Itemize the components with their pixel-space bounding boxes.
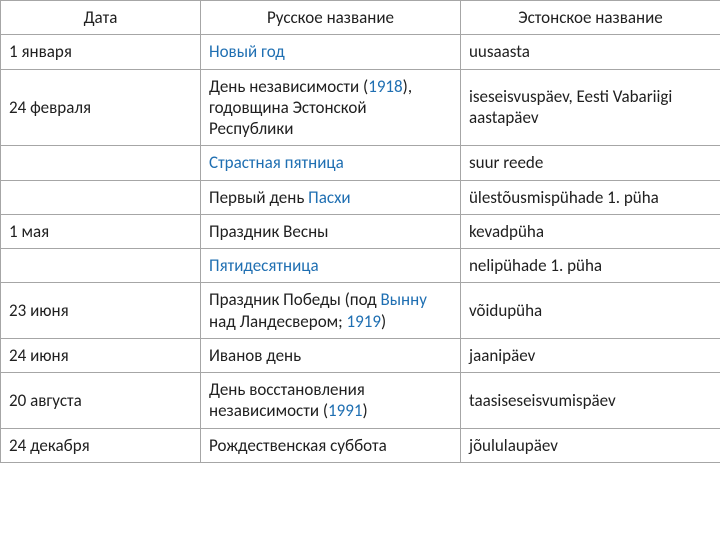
cell-date: 24 декабря	[1, 428, 201, 462]
col-russian: Русское название	[201, 1, 461, 35]
cell-russian: День независимости (1918), годовщина Эст…	[201, 69, 461, 146]
cell-estonian: võidupüha	[461, 283, 720, 339]
link[interactable]: Пятидесятница	[209, 255, 319, 276]
table-header-row: Дата Русское название Эстонское название	[1, 1, 720, 35]
text-segment: )	[381, 311, 386, 332]
cell-date	[1, 249, 201, 283]
cell-russian: Пятидесятница	[201, 249, 461, 283]
cell-date: 1 мая	[1, 214, 201, 248]
cell-date: 24 июня	[1, 338, 201, 372]
link[interactable]: Новый год	[209, 41, 285, 62]
table-row: 24 февраляДень независимости (1918), год…	[1, 69, 720, 146]
table-row: Страстная пятница suur reede	[1, 146, 720, 180]
text-segment: Праздник Весны	[209, 221, 329, 242]
cell-estonian: kevadpüha	[461, 214, 720, 248]
table-row: 1 января Новый год uusaasta	[1, 35, 720, 69]
link[interactable]: 1991	[328, 400, 362, 421]
cell-estonian: jõululaupäev	[461, 428, 720, 462]
cell-estonian: suur reede	[461, 146, 720, 180]
cell-russian: Праздник Весны	[201, 214, 461, 248]
cell-estonian: ülestõusmispühade 1. püha	[461, 180, 720, 214]
cell-date: 24 февраля	[1, 69, 201, 146]
cell-estonian: nelipühade 1. püha	[461, 249, 720, 283]
col-estonian: Эстонское название	[461, 1, 720, 35]
text-segment: Первый день	[209, 187, 308, 208]
table-row: 23 июняПраздник Победы (под Вынну над Ла…	[1, 283, 720, 339]
cell-russian: Новый год	[201, 35, 461, 69]
cell-estonian: uusaasta	[461, 35, 720, 69]
text-segment: Рождественская суббота	[209, 435, 387, 456]
cell-russian: Иванов день	[201, 338, 461, 372]
link[interactable]: 1918	[368, 76, 402, 97]
col-date: Дата	[1, 1, 201, 35]
cell-russian: Рождественская суббота	[201, 428, 461, 462]
cell-russian: Праздник Победы (под Вынну над Ландесвер…	[201, 283, 461, 339]
cell-date: 23 июня	[1, 283, 201, 339]
holidays-table: Дата Русское название Эстонское название…	[0, 0, 720, 463]
cell-russian: Страстная пятница	[201, 146, 461, 180]
cell-estonian: taasiseseisvumispäev	[461, 373, 720, 429]
table-row: 20 августаДень восстановления независимо…	[1, 373, 720, 429]
table-row: 1 мая Праздник Весны kevadpüha	[1, 214, 720, 248]
link[interactable]: Пасхи	[308, 187, 350, 208]
table-row: 24 декабря Рождественская суббота jõululau…	[1, 428, 720, 462]
text-segment: )	[362, 400, 367, 421]
cell-estonian: jaanipäev	[461, 338, 720, 372]
cell-date	[1, 180, 201, 214]
table-row: Пятидесятница nelipühade 1. püha	[1, 249, 720, 283]
table-row: Первый день Пасхиülestõusmispühade 1. pü…	[1, 180, 720, 214]
text-segment: Праздник Победы (под	[209, 289, 380, 310]
cell-russian: День восстановления независимости (1991)	[201, 373, 461, 429]
cell-russian: Первый день Пасхи	[201, 180, 461, 214]
cell-date	[1, 146, 201, 180]
text-segment: Иванов день	[209, 345, 301, 366]
text-segment: над Ландесвером;	[209, 311, 347, 332]
text-segment: День независимости (	[209, 76, 368, 97]
link[interactable]: 1919	[347, 311, 381, 332]
link[interactable]: Вынну	[380, 289, 426, 310]
cell-estonian: iseseisvuspäev, Eesti Vabariigi aastapäe…	[461, 69, 720, 146]
link[interactable]: Страстная пятница	[209, 152, 344, 173]
cell-date: 1 января	[1, 35, 201, 69]
table-row: 24 июня Иванов день jaanipäev	[1, 338, 720, 372]
cell-date: 20 августа	[1, 373, 201, 429]
